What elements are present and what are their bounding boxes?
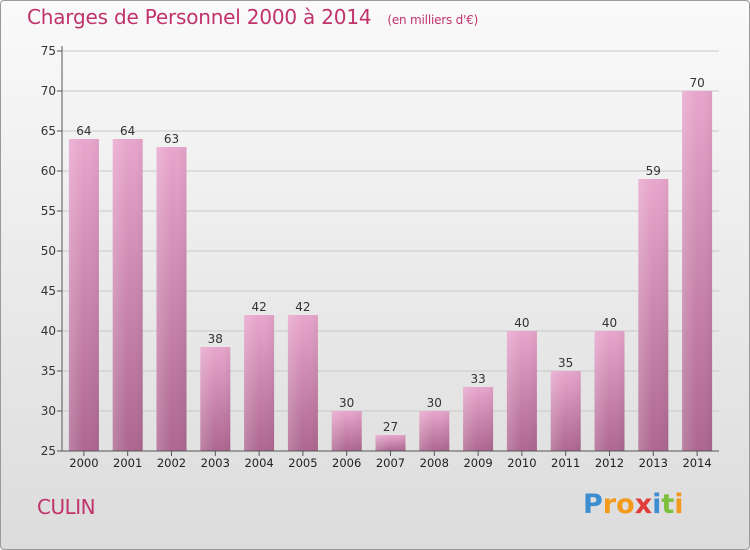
logo-letter: i xyxy=(674,489,684,520)
chart-subtitle: (en milliers d'€) xyxy=(387,13,479,27)
y-tick-label: 25 xyxy=(41,444,56,458)
proxiti-logo[interactable]: Proxiti xyxy=(583,489,684,520)
y-axis-ticks: 25 30 35 40 45 50 55 60 65 70 75 xyxy=(41,44,62,458)
x-tick-label: 2010 xyxy=(507,456,536,470)
bar-value-label: 38 xyxy=(208,332,223,346)
x-axis-ticks: 2000 2001 2002 2003 2004 2005 2006 2007 2008 2009… xyxy=(69,451,712,470)
location-label: CULIN xyxy=(37,495,96,519)
bar-value-label: 27 xyxy=(383,420,398,434)
x-tick-label: 2007 xyxy=(376,456,405,470)
bar-value-label: 30 xyxy=(339,396,354,410)
bar-shine xyxy=(156,147,187,451)
logo-letter: t xyxy=(661,489,675,520)
bar-value-label: 63 xyxy=(164,132,179,146)
x-tick-label: 2002 xyxy=(157,456,186,470)
bar-shine xyxy=(594,331,625,451)
x-tick-label: 2003 xyxy=(201,456,230,470)
x-tick-label: 2000 xyxy=(69,456,98,470)
bar-shine xyxy=(550,371,581,451)
y-tick-label: 70 xyxy=(41,84,56,98)
x-tick-label: 2004 xyxy=(244,456,273,470)
y-tick-label: 35 xyxy=(41,364,56,378)
bar-shine xyxy=(112,139,143,451)
y-tick-label: 50 xyxy=(41,244,56,258)
y-tick-label: 75 xyxy=(41,44,56,58)
bar-value-label: 40 xyxy=(602,316,617,330)
bar-shine xyxy=(682,91,713,451)
bar-shine xyxy=(419,411,450,451)
bar-shine xyxy=(463,387,494,451)
y-tick-label: 30 xyxy=(41,404,56,418)
x-tick-label: 2011 xyxy=(551,456,580,470)
bar-value-label: 42 xyxy=(295,300,310,314)
x-tick-label: 2009 xyxy=(463,456,492,470)
bar-shine xyxy=(331,411,362,451)
chart-title: Charges de Personnel 2000 à 2014 (en mill… xyxy=(27,5,478,29)
bars xyxy=(68,91,713,451)
logo-letter: P xyxy=(583,489,603,520)
bar-shine xyxy=(638,179,669,451)
bar-shine xyxy=(200,347,231,451)
x-tick-label: 2013 xyxy=(639,456,668,470)
logo-letter: i xyxy=(652,489,662,520)
bar-value-label: 59 xyxy=(646,164,661,178)
bar-value-label: 35 xyxy=(558,356,573,370)
value-labels: 64 64 63 38 42 42 30 27 30 33 40 35 40 59 70 xyxy=(76,76,704,434)
x-tick-label: 2008 xyxy=(420,456,449,470)
bar-value-label: 70 xyxy=(689,76,704,90)
bar-shine xyxy=(244,315,275,451)
bar-shine xyxy=(68,139,99,451)
bar-value-label: 33 xyxy=(470,372,485,386)
x-tick-label: 2001 xyxy=(113,456,142,470)
bar-value-label: 64 xyxy=(120,124,135,138)
chart-title-text: Charges de Personnel 2000 à 2014 xyxy=(27,5,372,29)
logo-letter: o xyxy=(616,489,635,520)
x-tick-label: 2014 xyxy=(682,456,711,470)
y-tick-label: 65 xyxy=(41,124,56,138)
y-tick-label: 45 xyxy=(41,284,56,298)
bar-shine xyxy=(287,315,318,451)
bar-value-label: 42 xyxy=(251,300,266,314)
x-tick-label: 2006 xyxy=(332,456,361,470)
x-tick-label: 2005 xyxy=(288,456,317,470)
bar-shine xyxy=(506,331,537,451)
y-tick-label: 55 xyxy=(41,204,56,218)
bar-shine xyxy=(375,435,406,451)
logo-letter: x xyxy=(634,489,653,520)
axes xyxy=(61,46,719,452)
y-tick-label: 40 xyxy=(41,324,56,338)
bar-value-label: 40 xyxy=(514,316,529,330)
x-tick-label: 2012 xyxy=(595,456,624,470)
bar-value-label: 30 xyxy=(427,396,442,410)
bar-value-label: 64 xyxy=(76,124,91,138)
y-tick-label: 60 xyxy=(41,164,56,178)
logo-letter: r xyxy=(602,489,617,520)
